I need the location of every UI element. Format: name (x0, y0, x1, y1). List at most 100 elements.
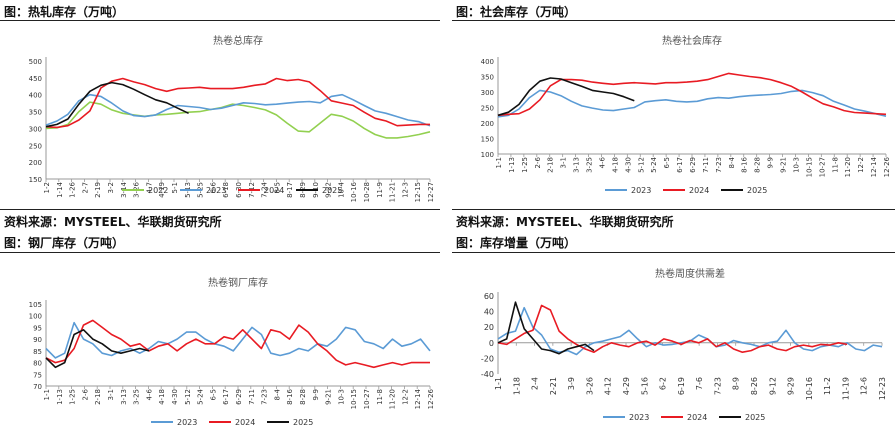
source-rule (452, 209, 895, 210)
legend-label: 2025 (293, 418, 313, 427)
x-tick-label: 12-23 (878, 377, 887, 400)
y-tick-label: 90 (33, 336, 42, 344)
panel-heading-inventory-change: 图：库存增量（万吨） (456, 236, 577, 250)
x-tick-label: 1-1 (43, 389, 51, 400)
legend-label: 2024 (689, 186, 709, 195)
x-tick-label: 9-21 (780, 157, 788, 173)
x-tick-label: 4-6 (145, 388, 153, 400)
x-tick-label: 10-27 (363, 389, 371, 409)
legend-label: 2024 (264, 186, 284, 195)
y-tick-label: 450 (29, 75, 42, 83)
x-tick-label: 3-13 (120, 389, 128, 405)
x-tick-label: 10-3 (792, 157, 800, 173)
series-line-2022 (45, 101, 431, 139)
chart-title: 热卷社会库存 (662, 34, 722, 47)
series-line-2024 (45, 77, 430, 129)
y-tick-label: 40 (484, 308, 494, 317)
x-tick-label: 6-18 (222, 182, 230, 198)
source-note: 资料来源：MYSTEEL、华联期货研究所 (456, 215, 674, 229)
x-tick-label: 7-11 (248, 389, 256, 405)
source-rule (0, 209, 440, 210)
panel-heading-mill-inventory: 图：钢厂库存（万吨） (4, 236, 125, 250)
x-tick-label: 10-16 (350, 181, 358, 202)
x-tick-label: 9-9 (767, 157, 775, 168)
x-tick-label: 12-2 (857, 157, 865, 173)
y-tick-label: -40 (481, 370, 494, 379)
heading-rule (452, 20, 895, 21)
x-tick-label: 12-2 (401, 389, 409, 405)
y-tick-label: 105 (29, 301, 42, 309)
y-tick-label: 100 (29, 313, 42, 321)
x-tick-label: 4-6 (598, 156, 606, 168)
x-tick-label: 5-12 (637, 157, 645, 173)
x-tick-label: 11-19 (841, 377, 850, 400)
x-tick-label: 3-25 (133, 389, 141, 405)
x-tick-label: 12-3 (401, 182, 409, 198)
x-tick-label: 5-12 (184, 389, 192, 405)
y-tick-label: 150 (481, 136, 494, 144)
x-tick-label: 12-26 (883, 156, 891, 177)
y-tick-label: 200 (29, 159, 42, 167)
x-tick-label: 6-17 (676, 157, 684, 173)
x-tick-label: 1-1 (495, 157, 503, 168)
x-tick-label: 5-1 (171, 182, 179, 193)
y-tick-label: 85 (33, 348, 42, 356)
x-tick-label: 11-8 (831, 157, 839, 173)
x-tick-label: 7-11 (702, 157, 710, 173)
x-tick-label: 8-16 (286, 388, 294, 404)
x-tick-label: 11-20 (389, 389, 397, 409)
y-tick-label: 200 (481, 120, 494, 128)
y-tick-label: 250 (29, 142, 42, 150)
chart-mill-inventory: 热卷钢厂库存 70 75 80 85 90 95 100 105 1-1 1-13 1-25 2-6 2-… (29, 276, 435, 427)
x-tick-label: 2-7 (81, 182, 89, 193)
heading-rule (0, 20, 440, 21)
x-tick-label: 10-15 (350, 389, 358, 409)
panel-heading-social-inventory: 图：社会库存（万吨） (456, 5, 577, 19)
legend-label: 2023 (629, 413, 649, 422)
legend-label: 2023 (177, 418, 197, 427)
x-tick-label: 10-28 (363, 182, 371, 202)
x-tick-label: 6-29 (235, 389, 243, 405)
panel-heading-hot-rolled-inventory: 图：热轧库存（万吨） (4, 5, 125, 19)
x-tick-label: 6-5 (663, 157, 671, 168)
x-tick-label: 6-17 (222, 389, 230, 405)
legend-label: 2023 (631, 186, 651, 195)
y-tick-label: 0 (489, 339, 494, 348)
heading-rule (452, 252, 895, 253)
x-tick-label: 10-4 (337, 181, 345, 197)
x-tick-label: 7-23 (715, 157, 723, 173)
x-tick-label: 3-1 (107, 389, 115, 400)
x-tick-label: 8-17 (286, 182, 294, 198)
x-tick-label: 8-5 (273, 182, 281, 193)
series-line-2025 (497, 301, 595, 355)
series-line-2023 (45, 93, 431, 127)
x-tick-label: 6-5 (209, 389, 217, 400)
source-note: 资料来源：MYSTEEL、华联期货研究所 (4, 215, 222, 229)
x-tick-label: 4-30 (624, 157, 632, 173)
x-tick-label: 6-6 (209, 181, 217, 193)
legend-label: 2025 (322, 186, 342, 195)
x-tick-label: 2-18 (547, 157, 555, 173)
y-tick-label: -20 (481, 354, 494, 363)
x-tick-label: 8-26 (750, 377, 759, 395)
y-tick-label: 95 (33, 324, 42, 332)
legend-label: 2023 (206, 186, 226, 195)
x-tick-label: 12-14 (870, 156, 878, 177)
x-tick-label: 10-15 (805, 157, 813, 177)
x-tick-label: 1-13 (508, 157, 516, 173)
heading-rule (0, 252, 440, 253)
x-tick-label: 12-6 (860, 377, 869, 395)
x-tick-label: 4-7 (145, 182, 153, 193)
x-tick-label: 12-14 (414, 388, 422, 409)
series-line-2023 (45, 321, 431, 359)
x-tick-label: 11-2 (823, 377, 832, 395)
legend-label: 2022 (148, 186, 168, 195)
x-tick-label: 3-1 (560, 157, 568, 168)
y-tick-label: 80 (33, 360, 42, 368)
x-tick-label: 4-12 (604, 377, 613, 395)
x-tick-label: 5-16 (640, 377, 649, 395)
x-tick-label: 8-4 (273, 388, 281, 400)
x-tick-label: 8-16 (741, 156, 749, 172)
x-tick-label: 7-6 (695, 377, 704, 390)
x-tick-label: 8-4 (728, 156, 736, 168)
